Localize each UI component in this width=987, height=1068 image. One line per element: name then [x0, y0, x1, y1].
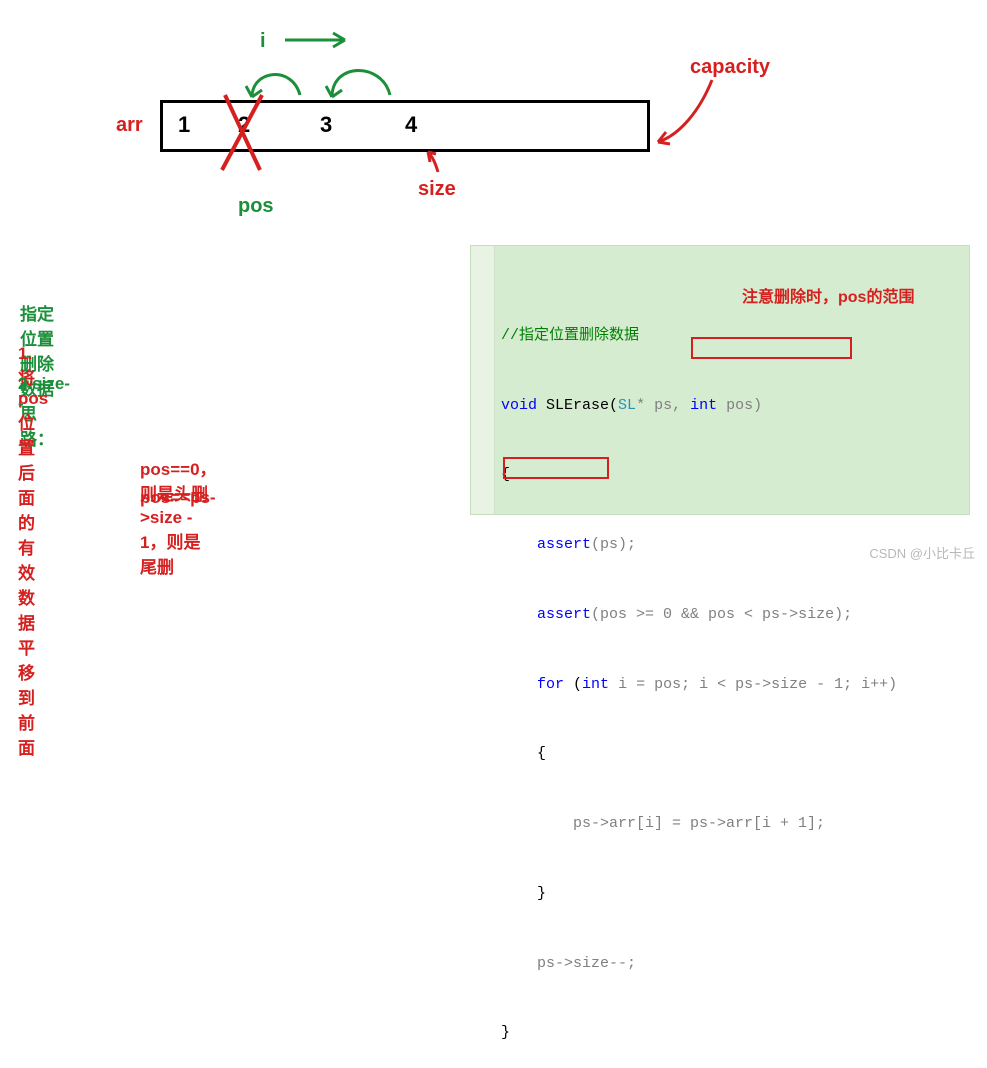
label-capacity: capacity	[690, 56, 770, 79]
code-gutter	[471, 246, 495, 514]
code-line-signature: void SLErase(SL* ps, int pos)	[501, 394, 959, 417]
array-cell-2: 2	[238, 112, 250, 138]
code-line-shift: ps->arr[i] = ps->arr[i + 1];	[501, 812, 959, 835]
annotation-pos-range: 注意删除时，pos的范围	[742, 283, 914, 307]
array-cell-4: 4	[405, 112, 417, 138]
code-line-sizedec: ps->size--;	[501, 952, 959, 975]
code-line-for: for (int i = pos; i < ps->size - 1; i++)	[501, 673, 959, 696]
array-cell-3: 3	[320, 112, 332, 138]
label-size: size	[418, 178, 456, 201]
code-line-brace-open2: {	[501, 742, 959, 765]
code-line-assert2: assert(pos >= 0 && pos < ps->size);	[501, 603, 959, 626]
watermark: CSDN @小比卡丘	[869, 543, 975, 562]
code-comment: //指定位置删除数据	[501, 327, 639, 344]
code-line-brace-close: }	[501, 1021, 959, 1044]
label-pos: pos	[238, 195, 274, 218]
diagram-area: 1 2 3 4 arr i pos size capacity	[0, 0, 987, 260]
label-arr: arr	[116, 114, 143, 137]
label-i: i	[260, 30, 266, 53]
array-cell-1: 1	[178, 112, 190, 138]
code-line-brace-close2: }	[501, 882, 959, 905]
note-tail-delete: pos==ps->size - 1，则是尾删	[140, 488, 216, 578]
code-line-brace-open: {	[501, 463, 959, 486]
explain-step2: 2.size--	[18, 374, 70, 414]
